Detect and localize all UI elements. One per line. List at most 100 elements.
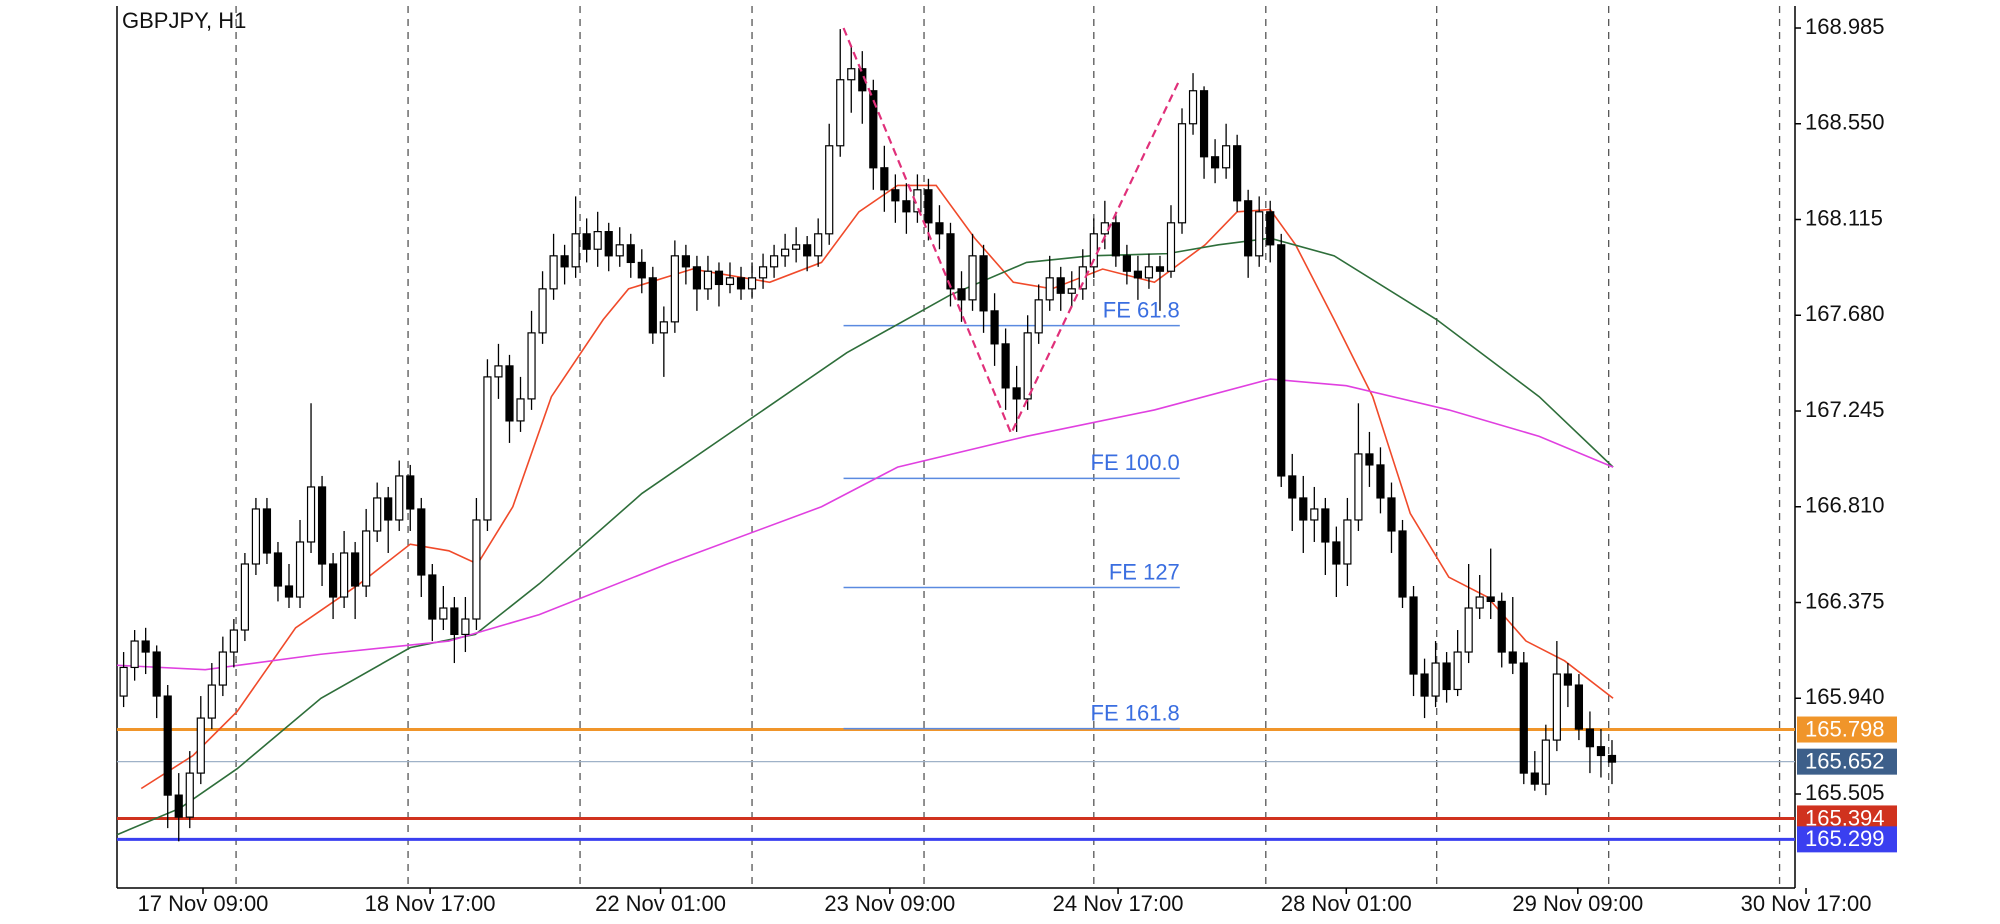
candle-body	[747, 277, 757, 290]
candle-body	[1354, 453, 1363, 521]
price-box-label: 165.394	[1805, 805, 1885, 830]
price-box-label: 165.299	[1805, 826, 1885, 851]
candle-body	[1563, 673, 1572, 686]
candle-body	[1023, 332, 1032, 400]
candle-body	[538, 288, 547, 334]
candle-body	[1409, 596, 1418, 675]
zigzag-line	[842, 27, 1181, 437]
y-tick-label: 167.245	[1805, 397, 1885, 422]
candle-body	[648, 277, 657, 334]
candle-body	[847, 68, 856, 81]
candle-body	[758, 266, 768, 279]
candle-body	[1530, 772, 1539, 785]
candle-body	[1343, 519, 1352, 565]
candle-body	[362, 530, 371, 587]
candle-body	[1100, 222, 1109, 235]
candle-body	[428, 574, 437, 620]
candle-body	[1332, 541, 1341, 565]
candle-body	[262, 508, 272, 554]
candle-body	[251, 508, 261, 565]
candle-body	[505, 365, 514, 422]
candle-body	[979, 255, 988, 312]
candle-body	[1387, 497, 1396, 532]
candle-body	[1266, 211, 1275, 246]
x-tick-label: 23 Nov 09:00	[824, 891, 955, 916]
candle-body	[207, 684, 216, 719]
candle-body	[571, 233, 580, 268]
candle-body	[681, 255, 690, 268]
candle-body	[615, 244, 624, 257]
candle-body	[1067, 288, 1076, 294]
candle-body	[373, 497, 382, 532]
candle-body	[1442, 662, 1451, 691]
candle-body	[659, 321, 668, 334]
candle-body	[1255, 211, 1264, 257]
candle-body	[1607, 754, 1617, 763]
candle-body	[1486, 596, 1495, 603]
candle-body	[163, 695, 172, 796]
candle-body	[990, 310, 999, 345]
candle-body	[1155, 266, 1165, 272]
candle-body	[1497, 600, 1506, 653]
price-box	[1797, 748, 1897, 775]
candle-body	[968, 255, 977, 301]
candle-body	[395, 475, 404, 521]
candle-body	[1244, 200, 1253, 257]
candle-body	[152, 651, 161, 697]
x-tick-label: 29 Nov 09:00	[1512, 891, 1643, 916]
candle-body	[692, 266, 702, 290]
candle-body	[1210, 156, 1220, 169]
candle-body	[604, 231, 613, 257]
candle-body	[461, 618, 470, 636]
candle-body	[1122, 255, 1131, 272]
candle-body	[1398, 530, 1407, 598]
candle-body	[1034, 299, 1043, 334]
candle-body	[295, 541, 305, 598]
candle-body	[1056, 277, 1065, 294]
candle-body	[1376, 464, 1385, 499]
candle-body	[174, 794, 183, 818]
candle-body	[1199, 90, 1209, 158]
candle-body	[1133, 270, 1143, 279]
candle-body	[1310, 508, 1319, 521]
candle-body	[792, 244, 801, 250]
candle-body	[317, 486, 327, 565]
candle-body	[450, 607, 459, 636]
x-tick-label: 18 Nov 17:00	[365, 891, 496, 916]
candle-body	[1453, 651, 1462, 691]
candle-body	[902, 200, 911, 213]
candle-body	[957, 288, 966, 301]
price-box	[1797, 716, 1897, 743]
x-tick-label: 22 Nov 01:00	[595, 891, 726, 916]
candle-body	[1321, 508, 1330, 543]
fe-level-label: FE 161.8	[1091, 700, 1180, 725]
x-tick-label: 24 Nov 17:00	[1053, 891, 1184, 916]
candle-body	[549, 255, 558, 290]
candle-body	[1177, 123, 1187, 224]
candle-body	[703, 270, 713, 290]
candle-body	[1277, 244, 1286, 477]
candle-body	[1188, 90, 1198, 125]
candle-body	[781, 248, 790, 257]
candle-body	[130, 640, 139, 669]
y-tick-label: 168.985	[1805, 14, 1885, 39]
candle-body	[1365, 453, 1374, 466]
candle-body	[1464, 607, 1473, 653]
candle-body	[1012, 387, 1021, 400]
candle-body	[626, 244, 635, 264]
fe-level-label: FE 100.0	[1091, 450, 1180, 475]
candle-body	[1475, 596, 1484, 609]
y-tick-label: 166.810	[1805, 493, 1885, 518]
candle-body	[803, 244, 812, 257]
candle-body	[814, 233, 823, 257]
candle-body	[769, 255, 779, 268]
candle-body	[1585, 728, 1595, 748]
candle-body	[869, 90, 878, 169]
candle-body	[670, 255, 679, 323]
candle-body	[1233, 145, 1242, 202]
price-box	[1797, 826, 1897, 853]
x-tick-label: 17 Nov 09:00	[138, 891, 269, 916]
chart-title: GBPJPY, H1	[122, 8, 246, 33]
candle-body	[472, 519, 481, 620]
